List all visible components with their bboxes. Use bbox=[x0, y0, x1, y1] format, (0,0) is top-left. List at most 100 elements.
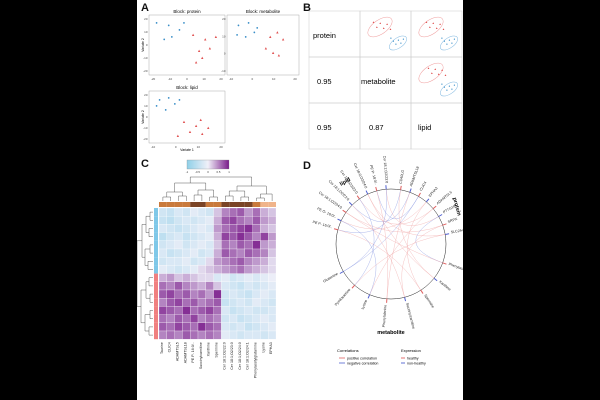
heatmap-cell bbox=[260, 265, 269, 274]
heatmap-cell bbox=[205, 273, 214, 282]
pairs-cell bbox=[410, 56, 463, 104]
circos-label: ADAMTSL18 bbox=[409, 166, 420, 187]
heatmap-cell bbox=[244, 232, 253, 241]
heatmap-column-group bbox=[182, 202, 191, 207]
pairs-point-healthy: ● bbox=[444, 85, 446, 89]
heatmap-cell bbox=[229, 298, 238, 307]
scatter-xtick: 20 bbox=[219, 145, 223, 149]
heatmap-cell bbox=[213, 265, 222, 274]
heatmap-cell bbox=[158, 257, 167, 266]
scatter-xtick: 0 bbox=[186, 77, 188, 81]
heatmap-cell bbox=[221, 224, 230, 233]
circos-label: PE P- 18:0/.. bbox=[369, 165, 378, 186]
circos-label: CLIC4 bbox=[419, 181, 428, 192]
circos-expression-bar bbox=[339, 271, 344, 274]
heatmap-cell bbox=[205, 306, 214, 315]
pairs-cell bbox=[410, 102, 463, 150]
heatmap-cell bbox=[268, 306, 277, 315]
circos-label: Succinylcarnitine bbox=[405, 302, 416, 329]
circos-link bbox=[345, 212, 443, 233]
heatmap-cell bbox=[268, 330, 277, 340]
scatter-xtick: -10 bbox=[168, 77, 173, 81]
heatmap-cell bbox=[268, 289, 277, 299]
heatmap-cell bbox=[229, 306, 238, 315]
scatter-xtick: 0 bbox=[175, 145, 177, 149]
pairs-ellipse-nonhealthy bbox=[418, 16, 444, 38]
heatmap-cell bbox=[236, 240, 245, 250]
heatmap-cell bbox=[260, 248, 269, 258]
heatmap-legend-tick: 0 bbox=[207, 170, 209, 174]
heatmap-cell bbox=[174, 273, 183, 282]
heatmap-cell bbox=[174, 330, 183, 340]
heatmap-cell bbox=[268, 281, 277, 291]
heatmap-cell bbox=[205, 281, 214, 291]
heatmap-cell bbox=[236, 248, 245, 258]
circos-link bbox=[376, 190, 388, 299]
circos-expression-bar bbox=[442, 262, 447, 265]
heatmap-cell bbox=[158, 289, 167, 299]
heatmap-cell bbox=[236, 265, 245, 274]
heatmap-cell bbox=[182, 273, 191, 282]
pairs-point-healthy: ● bbox=[446, 88, 448, 92]
circos-link bbox=[359, 198, 434, 225]
scatter-ylabel: Variate 2 bbox=[141, 110, 145, 124]
heatmap-cell bbox=[158, 216, 167, 225]
heatmap-cell bbox=[213, 240, 222, 250]
heatmap-cell bbox=[260, 298, 269, 307]
heatmap-cell bbox=[229, 232, 238, 241]
pairs-point-healthy: ● bbox=[390, 36, 392, 40]
pairs-point-nonhealthy: ▲ bbox=[428, 25, 431, 29]
scatter-point-nonhealthy: ▲ bbox=[275, 29, 279, 34]
pairs-label-lipid: lipid bbox=[418, 123, 431, 132]
pairs-point-nonhealthy: ▲ bbox=[432, 21, 435, 25]
pairs-point-healthy: ● bbox=[403, 37, 405, 41]
scatter-point-nonhealthy: ▲ bbox=[200, 55, 204, 60]
pairs-point-healthy: ● bbox=[398, 38, 400, 42]
heatmap-cell bbox=[268, 232, 277, 241]
heatmap-cell bbox=[229, 240, 238, 250]
heatmap-cell bbox=[197, 248, 206, 258]
heatmap-cell bbox=[182, 240, 191, 250]
heatmap-cell bbox=[229, 257, 238, 266]
heatmap-column-label: CLIC4 bbox=[168, 342, 172, 352]
heatmap-cell bbox=[244, 265, 253, 274]
heatmap-column-label: Spermine bbox=[215, 342, 219, 357]
scatter-point-healthy: ● bbox=[247, 20, 250, 25]
heatmap-cell bbox=[158, 330, 167, 340]
heatmap-column-label: PE P- 16:0/.. bbox=[191, 342, 195, 362]
circos-expression-bar bbox=[342, 209, 347, 213]
pairs-point-healthy: ● bbox=[441, 36, 443, 40]
heatmap-cell bbox=[260, 306, 269, 315]
pairs-corr-lipid-protein: 0.95 bbox=[317, 123, 332, 132]
panel-d-circos: PE P- 16:0/..PE O- 16:0/..Cer 18:1;O2/24… bbox=[312, 156, 463, 365]
heatmap-cell bbox=[166, 232, 175, 241]
circos-link bbox=[351, 192, 410, 222]
heatmap-legend-tick: 1 bbox=[228, 170, 230, 174]
heatmap-cell bbox=[229, 224, 238, 233]
pairs-cell bbox=[359, 102, 412, 150]
scatter-point-healthy: ● bbox=[237, 23, 240, 28]
circos-label: PE O- 16:0/.. bbox=[316, 207, 337, 219]
circos-label: Spermine bbox=[423, 294, 435, 309]
scatter-point-healthy: ● bbox=[155, 20, 158, 25]
pairs-point-healthy: ● bbox=[400, 41, 402, 45]
heatmap-cell bbox=[252, 216, 261, 225]
scatter-xtick: 20 bbox=[219, 77, 223, 81]
heatmap-cell bbox=[182, 265, 191, 274]
heatmap-row-group bbox=[154, 232, 158, 241]
circos-legend: Correlations positive correlation negati… bbox=[337, 348, 426, 365]
heatmap-cell bbox=[158, 306, 167, 315]
heatmap-column-group bbox=[260, 202, 269, 207]
panel-d-label: D bbox=[303, 160, 311, 172]
heatmap-cell bbox=[252, 248, 261, 258]
scatter-point-healthy: ● bbox=[171, 34, 174, 39]
heatmap-cell bbox=[260, 232, 269, 241]
heatmap-cell bbox=[182, 289, 191, 299]
heatmap-cell bbox=[197, 298, 206, 307]
heatmap-cell bbox=[197, 224, 206, 233]
circos-link bbox=[386, 189, 439, 226]
heatmap-cell bbox=[190, 306, 199, 315]
circos-expression-bar bbox=[356, 195, 360, 200]
scatter-point-healthy: ● bbox=[256, 25, 259, 30]
circos-expression-bar bbox=[333, 228, 339, 231]
